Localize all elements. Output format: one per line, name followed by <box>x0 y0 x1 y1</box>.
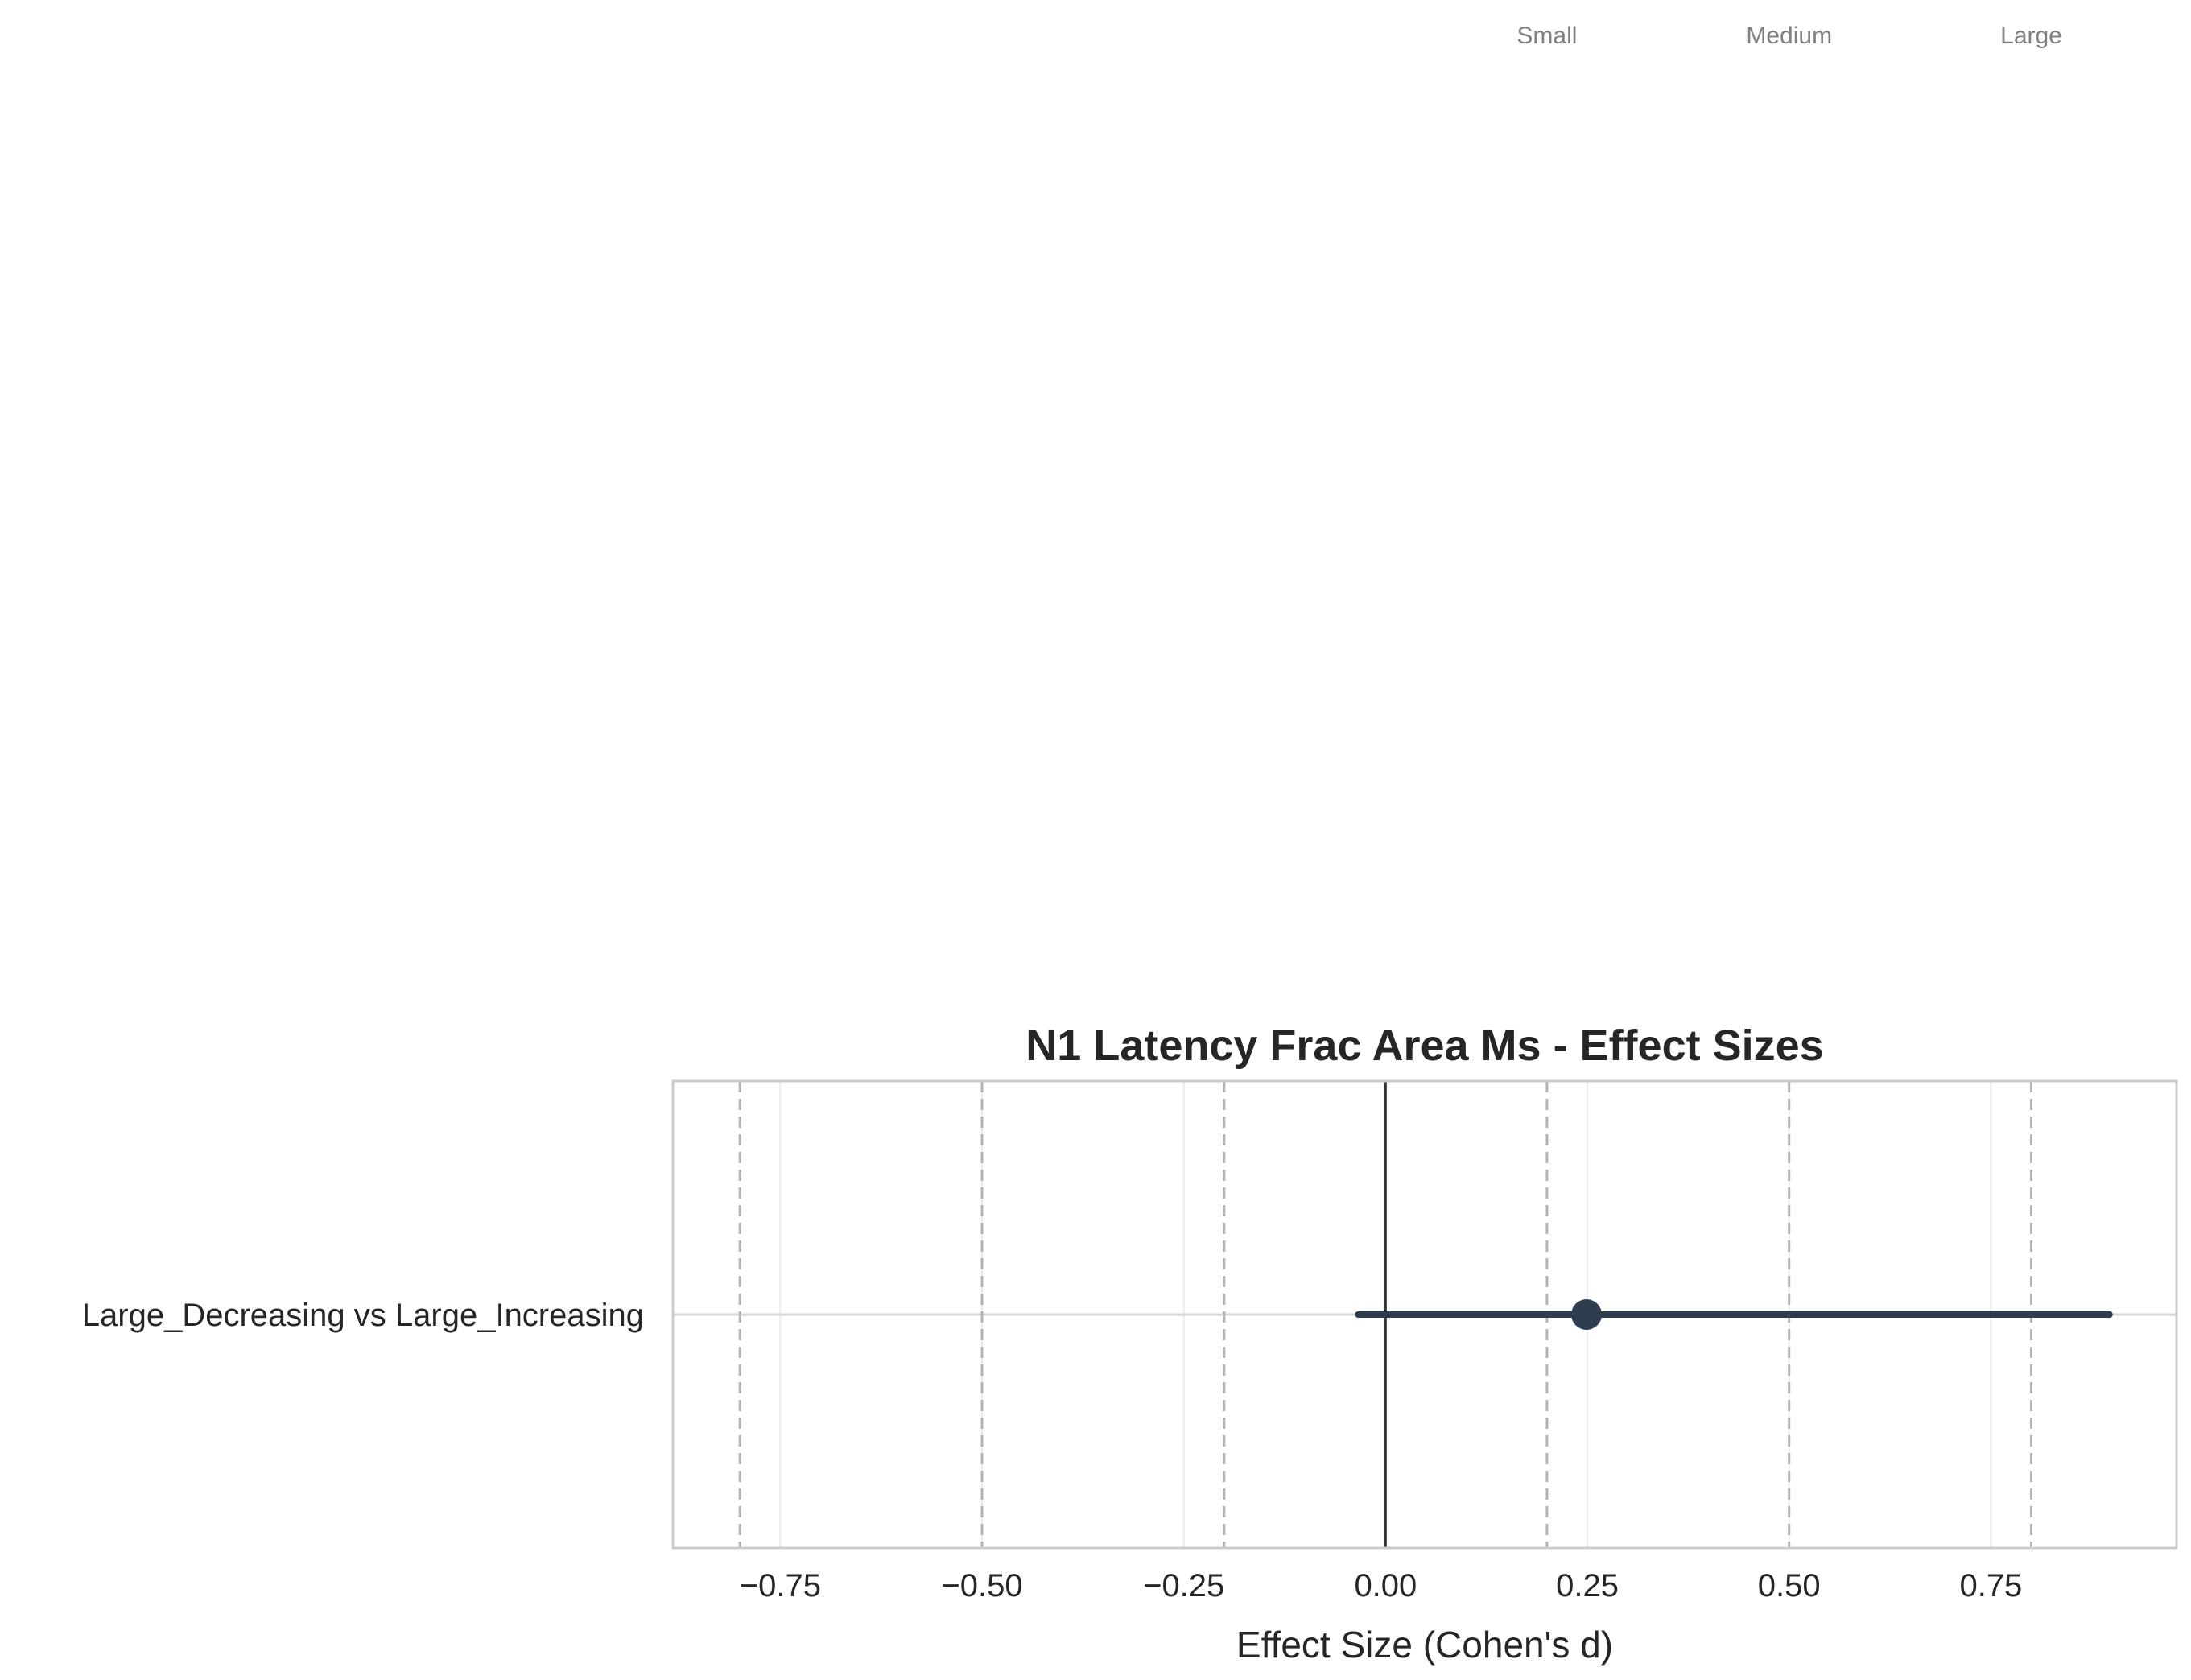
threshold-label-medium: Medium <box>1746 23 1832 49</box>
x-tick-label-3: 0.00 <box>1354 1568 1417 1604</box>
x-tick-label-0: −0.75 <box>740 1568 821 1604</box>
chart-title: N1 Latency Frac Area Ms - Effect Sizes <box>1025 1022 1823 1070</box>
threshold-label-large: Large <box>2000 23 2062 49</box>
x-axis-label: Effect Size (Cohen's d) <box>1236 1624 1613 1666</box>
effect-point-0 <box>1571 1299 1602 1330</box>
threshold-label-small: Small <box>1516 23 1577 49</box>
category-labels: Large_Decreasing vs Large_Increasing <box>82 1298 644 1333</box>
threshold-labels: Small Medium Large <box>1516 23 2061 49</box>
x-tick-label-5: 0.50 <box>1758 1568 1821 1604</box>
x-axis-ticks: −0.75 −0.50 −0.25 0.00 0.25 0.50 0.75 <box>740 1568 2023 1604</box>
category-label-0: Large_Decreasing vs Large_Increasing <box>82 1298 644 1333</box>
x-tick-label-6: 0.75 <box>1959 1568 2022 1604</box>
data-layer <box>1358 1299 2109 1330</box>
x-tick-label-2: −0.25 <box>1143 1568 1224 1604</box>
x-tick-label-4: 0.25 <box>1556 1568 1619 1604</box>
x-tick-label-1: −0.50 <box>941 1568 1022 1604</box>
